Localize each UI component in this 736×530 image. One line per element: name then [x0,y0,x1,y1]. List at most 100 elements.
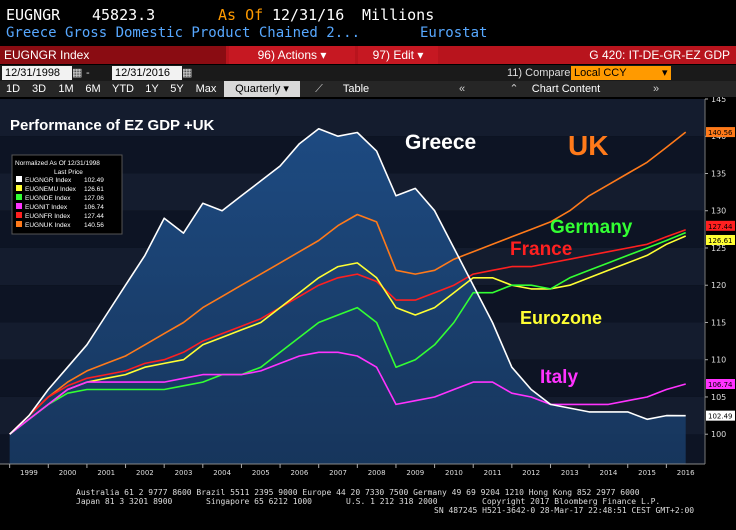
y-tick-label: 135 [711,169,726,178]
x-tick-label: 2004 [213,469,231,477]
france-legend-swatch [16,212,22,218]
expand-right-icon[interactable]: » [652,83,660,95]
y-tick-label: 145 [711,97,726,104]
security-field[interactable]: EUGNGR Index [0,46,226,64]
compare-select[interactable]: Local CCY [571,66,671,80]
compare-label: 11) Compare [507,67,571,79]
italy-legend-swatch [16,203,22,209]
calendar-icon[interactable]: ▦ [72,67,83,79]
eurozone-series-label: Eurozone [520,308,602,328]
italy-series-label: Italy [540,367,578,388]
y-tick-label: 130 [711,207,726,216]
eurozone-legend-swatch [16,185,22,191]
security-header: EUGNGR 45823.3 As Of 12/31/16 Millions [0,6,736,24]
footer-copyright: Copyright 2017 Bloomberg Finance L.P. [482,497,661,506]
france-last-value: 127.44 [708,223,733,231]
germany-legend-name: EUGNDE Index [25,195,71,202]
y-axis: 100105110115120125130135140145 [704,97,726,464]
x-tick-label: 2000 [59,469,77,477]
x-tick-label: 2015 [638,469,656,477]
legend-subtitle: Last Price [54,169,83,176]
greece-series-line [9,127,686,435]
description: Greece Gross Domestic Product Chained 2.… [6,25,361,41]
chart-content-button[interactable]: Chart Content [531,83,601,95]
period-max[interactable]: Max [195,83,217,95]
greece-last-tag [706,410,735,421]
legend-box[interactable]: Normalized As Of 12/31/1998 Last Price E… [11,154,123,235]
line-chart-icon[interactable]: ⟋ [315,83,323,95]
frequency-select[interactable]: Quarterly ▾ [224,81,300,97]
period-3d[interactable]: 3D [31,83,47,95]
uk-legend-value: 140.56 [84,222,104,229]
period-bar: 1D 3D 1M 6M YTD 1Y 5Y Max Quarterly ▾ ⟋ … [0,81,736,97]
x-tick-label: 2002 [136,469,154,477]
x-tick-label: 2001 [97,469,115,477]
uk-series-line [9,131,687,435]
period-6m[interactable]: 6M [85,83,101,95]
actions-button[interactable]: 96) Actions ▾ [229,46,355,64]
start-date-input[interactable]: 12/31/1998 [2,66,72,80]
eurozone-series-line [9,235,687,435]
x-tick-label: 1999 [20,469,38,477]
chart-title: Performance of EZ GDP +UK [10,117,215,134]
greece-legend-value: 102.49 [84,177,104,184]
period-ytd[interactable]: YTD [112,83,134,95]
calendar-icon[interactable]: ▦ [182,67,193,79]
series-layer [9,127,687,435]
units: Millions [362,6,435,24]
x-tick-label: 2005 [252,469,270,477]
x-tick-label: 2011 [484,469,502,477]
italy-legend-value: 106.74 [84,204,104,211]
last-value: 45823.3 [92,6,156,24]
period-1y[interactable]: 1Y [145,83,159,95]
x-tick-label: 2012 [522,469,540,477]
x-tick-label: 2008 [368,469,386,477]
eurozone-last-tag [706,234,735,245]
period-1d[interactable]: 1D [5,83,21,95]
collapse-left-icon[interactable]: « [458,83,466,95]
eurozone-legend-name: EUGNEMU Index [25,186,77,193]
function-code: G 420: IT-DE-GR-EZ GDP [589,48,730,62]
uk-last-value: 140.56 [708,129,733,137]
germany-series-line [9,231,687,435]
france-last-tag [706,220,735,231]
italy-last-tag [706,378,735,389]
date-range-bar: 12/31/1998 ▦ - 12/31/2016 ▦ 11) Compare … [0,65,736,81]
footer-us: U.S. 1 212 318 2000 [346,497,438,506]
chevron-down-icon[interactable]: ▾ [662,67,668,79]
france-series-line [9,229,686,435]
edit-button[interactable]: 97) Edit ▾ [358,46,438,64]
legend-title: Normalized As Of 12/31/1998 [15,160,100,167]
x-tick-label: 2013 [561,469,579,477]
period-1m[interactable]: 1M [58,83,74,95]
description-row: Greece Gross Domestic Product Chained 2.… [0,25,736,43]
france-series-label: France [510,239,572,260]
greece-series-label: Greece [405,131,476,154]
france-legend-name: EUGNFR Index [25,213,71,220]
germany-legend-value: 127.06 [84,195,104,202]
eurozone-last-value: 126.61 [708,237,733,245]
as-of-date: 12/31/16 [272,6,345,24]
x-tick-label: 2010 [445,469,463,477]
source: Eurostat [420,25,488,41]
chart-area: 100105110115120125130135140145 199920002… [0,97,735,485]
end-date-input[interactable]: 12/31/2016 [112,66,182,80]
as-of-label: As Of [218,6,264,24]
france-legend-value: 127.44 [84,213,104,220]
footer-singapore: Singapore 65 6212 1000 [206,497,312,506]
footer-japan: Japan 81 3 3201 8900 [76,497,173,506]
period-5y[interactable]: 5Y [170,83,184,95]
eurozone-legend-value: 126.61 [84,186,104,193]
greece-legend-name: EUGNGR Index [25,177,72,184]
footer-contacts: Australia 61 2 9777 8600 Brazil 5511 239… [76,488,640,497]
greece-area-fill [9,128,686,465]
y-tick-label: 120 [711,281,726,290]
x-tick-label: 2006 [290,469,308,477]
table-button[interactable]: Table [342,83,370,95]
x-tick-label: 2009 [406,469,424,477]
italy-last-value: 106.74 [708,381,733,389]
uk-series-label: UK [568,130,608,161]
italy-legend-name: EUGNIT Index [25,204,68,211]
germany-series-label: Germany [550,217,633,238]
